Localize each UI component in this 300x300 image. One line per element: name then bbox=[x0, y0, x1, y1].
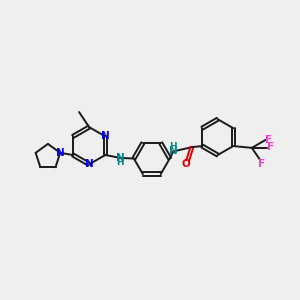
Text: F: F bbox=[267, 142, 274, 152]
Text: O: O bbox=[182, 159, 190, 169]
Text: N: N bbox=[85, 159, 94, 169]
Text: F: F bbox=[266, 135, 273, 145]
Text: N: N bbox=[116, 152, 125, 163]
Text: N: N bbox=[56, 148, 64, 158]
Text: N: N bbox=[169, 146, 178, 156]
Text: F: F bbox=[258, 159, 265, 169]
Text: N: N bbox=[101, 131, 110, 141]
Text: H: H bbox=[116, 158, 124, 167]
Text: H: H bbox=[169, 142, 177, 151]
